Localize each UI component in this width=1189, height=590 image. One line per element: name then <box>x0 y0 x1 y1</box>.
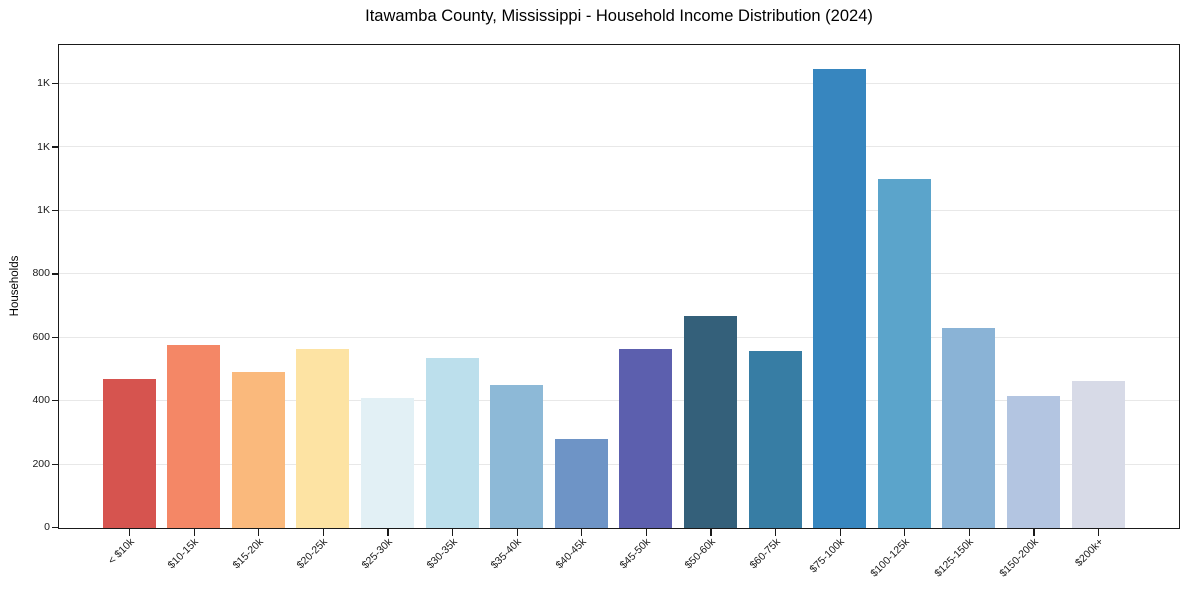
x-tick-label: < $10k <box>105 535 137 567</box>
bar <box>102 378 156 528</box>
y-tick-label: 600 <box>32 330 50 343</box>
x-tick-mark <box>1033 528 1035 536</box>
y-tick-mark <box>52 146 59 148</box>
y-tick-mark <box>52 273 59 275</box>
x-tick-mark <box>516 528 518 536</box>
y-tick-mark <box>52 400 59 402</box>
x-tick-mark <box>387 528 389 536</box>
bar <box>425 357 479 528</box>
bar <box>683 315 737 528</box>
bar <box>619 348 673 528</box>
gridline-400 <box>59 400 1179 402</box>
gridline-1000 <box>59 209 1179 211</box>
bar <box>167 344 221 528</box>
bar <box>490 384 544 528</box>
bar <box>748 351 802 528</box>
x-tick-mark <box>1098 528 1100 536</box>
bar <box>1006 395 1060 528</box>
x-tick-mark <box>968 528 971 536</box>
gridline-1200 <box>59 146 1179 148</box>
gridline-200 <box>59 463 1179 465</box>
bar <box>877 179 931 528</box>
y-tick-label: 1K <box>37 77 50 90</box>
y-tick-label: 800 <box>32 267 50 280</box>
x-tick-mark <box>839 528 841 536</box>
gridline-800 <box>59 273 1179 275</box>
x-tick-mark <box>645 528 648 536</box>
x-tick-mark <box>322 528 325 536</box>
y-tick-label: 0 <box>44 521 50 534</box>
bar <box>231 371 285 528</box>
x-tick-mark <box>775 528 777 536</box>
x-tick-mark <box>710 528 712 536</box>
bar <box>296 348 350 528</box>
x-tick-mark <box>258 528 260 536</box>
y-tick-label: 1K <box>37 140 50 153</box>
y-tick-label: 400 <box>32 394 50 407</box>
y-tick-mark <box>52 83 59 85</box>
x-tick-mark <box>193 528 195 536</box>
x-tick-mark <box>581 528 583 536</box>
y-axis-label: Households <box>9 255 21 317</box>
bar <box>813 69 867 528</box>
y-tick-mark <box>52 336 59 339</box>
x-tick-mark <box>129 528 131 536</box>
plot-area <box>58 44 1180 529</box>
bar <box>1071 381 1125 528</box>
bar <box>360 398 414 528</box>
bar <box>942 328 996 528</box>
gridline-1400 <box>59 83 1179 85</box>
bar <box>554 438 608 528</box>
chart-title: Itawamba County, Mississippi - Household… <box>365 7 873 25</box>
x-tick-mark <box>904 528 906 536</box>
y-tick-label: 200 <box>32 457 50 470</box>
y-tick-mark <box>52 463 59 465</box>
y-tick-label: 1K <box>37 203 50 216</box>
y-tick-mark <box>52 527 59 529</box>
x-tick-mark <box>452 528 454 536</box>
y-tick-mark <box>52 209 59 212</box>
gridline-600 <box>59 336 1179 338</box>
